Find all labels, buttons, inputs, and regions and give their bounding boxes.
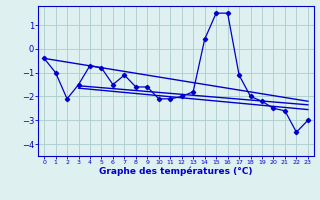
X-axis label: Graphe des températures (°C): Graphe des températures (°C) xyxy=(99,167,253,176)
